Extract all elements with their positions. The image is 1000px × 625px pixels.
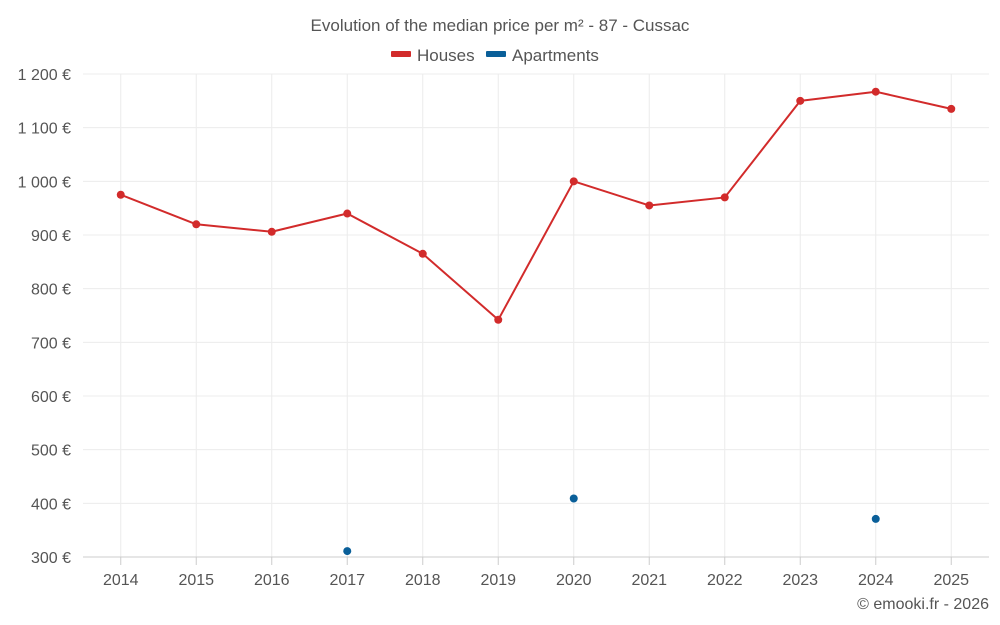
data-point-apartments-2020[interactable] <box>569 494 578 503</box>
y-tick-label: 1 100 € <box>18 121 71 138</box>
data-point-houses-2015[interactable] <box>192 220 201 229</box>
legend: Houses Apartments <box>391 46 599 65</box>
x-tick-label: 2016 <box>254 572 290 589</box>
x-tick-label: 2022 <box>707 572 743 589</box>
legend-item-apartments[interactable]: Apartments <box>486 46 599 65</box>
x-tick-label: 2023 <box>782 572 818 589</box>
data-point-houses-2016[interactable] <box>267 227 276 236</box>
x-tick-label: 2015 <box>178 572 214 589</box>
x-tick-label: 2025 <box>933 572 969 589</box>
data-point-apartments-2017[interactable] <box>343 547 352 556</box>
data-point-houses-2019[interactable] <box>494 315 503 324</box>
legend-item-houses[interactable]: Houses <box>391 46 475 65</box>
y-tick-label: 700 € <box>31 335 71 352</box>
y-tick-label: 1 200 € <box>18 67 71 84</box>
grid <box>83 73 989 557</box>
y-tick-label: 800 € <box>31 282 71 299</box>
x-tick-label: 2014 <box>103 572 139 589</box>
data-point-houses-2023[interactable] <box>796 96 805 105</box>
series-apartments <box>343 494 880 556</box>
credit-text: © emooki.fr - 2026 <box>857 596 989 613</box>
series <box>116 87 956 556</box>
legend-swatch-apartments <box>486 51 506 57</box>
x-tick-label: 2024 <box>858 572 894 589</box>
data-point-houses-2021[interactable] <box>645 201 654 210</box>
data-point-apartments-2024[interactable] <box>871 514 880 523</box>
data-point-houses-2025[interactable] <box>947 104 956 113</box>
data-point-houses-2014[interactable] <box>116 190 125 199</box>
data-point-houses-2024[interactable] <box>871 87 880 96</box>
axes: 300 € 400 € 500 € 600 € 700 € 800 € 900 € 1 000… <box>18 67 989 589</box>
data-point-houses-2022[interactable] <box>720 193 729 202</box>
legend-label-apartments: Apartments <box>512 46 599 65</box>
y-tick-label: 900 € <box>31 228 71 245</box>
y-tick-label: 1 000 € <box>18 174 71 191</box>
data-point-houses-2020[interactable] <box>569 177 578 186</box>
y-tick-label: 300 € <box>31 550 71 567</box>
x-tick-label: 2017 <box>329 572 365 589</box>
x-tick-label: 2019 <box>480 572 516 589</box>
y-tick-label: 500 € <box>31 443 71 460</box>
y-tick-label: 600 € <box>31 389 71 406</box>
legend-swatch-houses <box>391 51 411 57</box>
data-point-houses-2017[interactable] <box>343 209 352 218</box>
series-line-houses <box>120 90 952 321</box>
legend-label-houses: Houses <box>417 46 475 65</box>
x-tick-label: 2020 <box>556 572 592 589</box>
x-tick-label: 2018 <box>405 572 441 589</box>
x-tick-label: 2021 <box>631 572 667 589</box>
data-point-houses-2018[interactable] <box>418 249 427 258</box>
chart-title: Evolution of the median price per m² - 8… <box>311 16 690 35</box>
y-tick-label: 400 € <box>31 496 71 513</box>
series-houses <box>116 87 956 324</box>
